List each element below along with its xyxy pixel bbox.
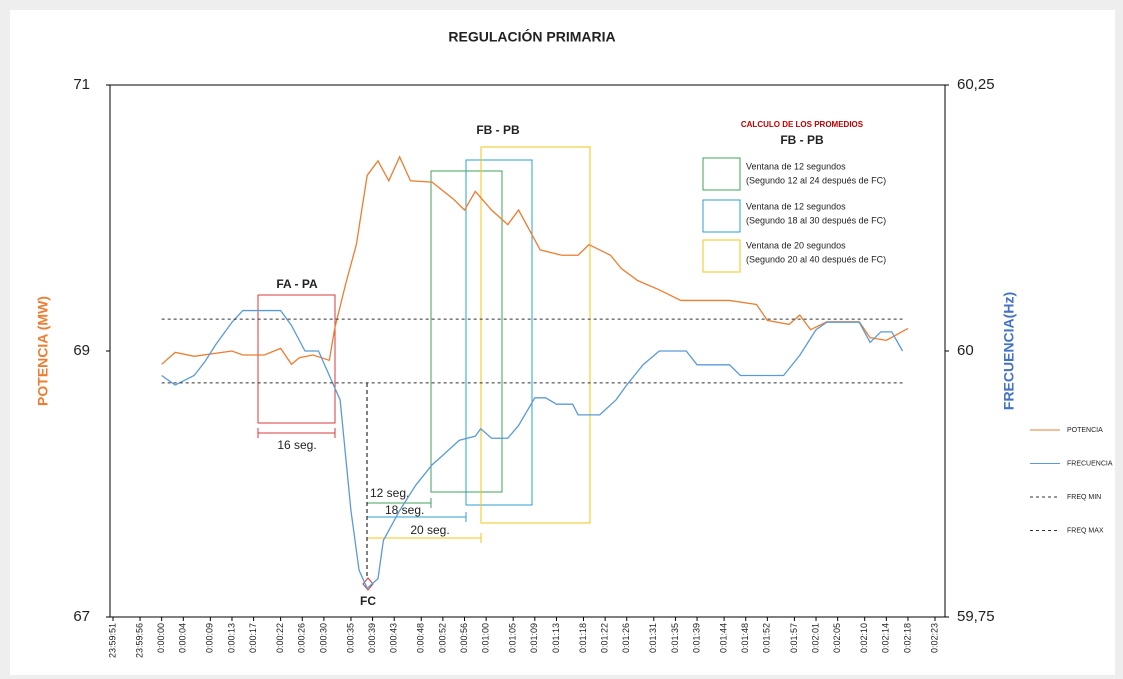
legend-label: POTENCIA: [1067, 427, 1103, 434]
annotation: FB - PB: [476, 123, 520, 137]
legend-label: FREQ MAX: [1067, 527, 1104, 534]
x-tick-label: 0:02:14: [881, 623, 891, 653]
box-swatch: [702, 239, 741, 273]
box-text: Ventana de 12 segundos: [746, 201, 846, 211]
x-tick-label: 0:02:23: [929, 623, 939, 653]
y-tick-label: 69: [73, 342, 90, 359]
box-text: Ventana de 20 segundos: [746, 240, 846, 250]
legend-label: FRECUENCIA: [1067, 460, 1113, 467]
annotations: FA - PA FB - PB 16 seg. 12 seg. 18 seg. …: [257, 120, 886, 608]
x-tick-label: 0:01:26: [621, 623, 631, 653]
span-16: [257, 428, 336, 438]
x-tick-label: 0:01:31: [648, 623, 658, 653]
x-tick-label: 0:00:09: [205, 623, 215, 653]
y-tick-label: 71: [73, 76, 90, 93]
x-tick-label: 0:01:35: [670, 623, 680, 653]
x-tick-label: 0:00:26: [297, 623, 307, 653]
legend-label: FREQ MIN: [1067, 494, 1101, 501]
annotation: FC: [360, 594, 376, 608]
x-tick-label: 0:00:17: [248, 623, 258, 653]
chart-title: REGULACIÓN PRIMARIA: [448, 28, 615, 45]
x-tick-label: 0:01:05: [508, 623, 518, 653]
y-axis-title: POTENCIA (MW): [35, 296, 51, 406]
y2-axis-title: FRECUENCIA(Hz): [1001, 292, 1017, 410]
series-line: [161, 155, 909, 366]
x-tick-label: 0:00:00: [156, 623, 166, 653]
x-tick-label: 0:00:22: [275, 623, 285, 653]
x-tick-label: 0:01:09: [529, 623, 539, 653]
box-text: (Segundo 12 al 24 después de FC): [746, 175, 886, 185]
box-text: (Segundo 18 al 30 después de FC): [746, 215, 886, 225]
x-tick-label: 0:01:18: [578, 623, 588, 653]
x-tick-label: 0:01:22: [599, 623, 609, 653]
x-tick-label: 0:02:18: [902, 623, 912, 653]
annotation: 12 seg.: [370, 486, 409, 500]
span-12: [367, 498, 432, 508]
x-tick-label: 0:01:39: [691, 623, 701, 653]
x-tick-label: 0:02:10: [859, 623, 869, 653]
box-subtitle: FB - PB: [780, 133, 824, 147]
annotation: 16 seg.: [277, 438, 316, 452]
x-tick-label: 0:02:05: [832, 623, 842, 653]
x-tick-label: 0:00:56: [459, 623, 469, 653]
window-20: [480, 146, 591, 524]
y2-tick-label: 60: [957, 342, 974, 359]
y2-tick-label: 59,75: [957, 608, 995, 625]
x-tick-label: 0:01:57: [789, 623, 799, 653]
annotation: 18 seg.: [385, 503, 424, 517]
x-tick-label: 0:00:43: [389, 623, 399, 653]
span-20: [367, 533, 482, 543]
x-tick-label: 23:59:56: [134, 623, 144, 658]
x-tick-label: 0:00:48: [416, 623, 426, 653]
x-tick-label: 0:00:35: [345, 623, 355, 653]
window-18: [465, 159, 533, 506]
x-tick-label: 0:01:52: [762, 623, 772, 653]
box-swatch: [702, 157, 741, 191]
x-tick-label: 0:01:48: [740, 623, 750, 653]
box-title: CALCULO DE LOS PROMEDIOS: [741, 120, 864, 129]
x-tick-label: 0:00:30: [318, 623, 328, 653]
x-tick-label: 0:01:44: [718, 623, 728, 653]
x-tick-label: 0:00:04: [178, 623, 188, 653]
span-18: [367, 512, 467, 522]
window-a: [257, 294, 336, 424]
annotation: 20 seg.: [410, 523, 449, 537]
x-tick-label: 0:00:52: [437, 623, 447, 653]
x-tick-label: 0:00:39: [367, 623, 377, 653]
x-tick-label: 0:01:00: [481, 623, 491, 653]
x-tick-label: 0:01:13: [551, 623, 561, 653]
chart-area: [10, 10, 1115, 675]
x-tick-label: 0:02:01: [810, 623, 820, 653]
box-swatch: [702, 199, 741, 233]
box-text: (Segundo 20 al 40 después de FC): [746, 254, 886, 264]
y-tick-label: 67: [73, 608, 90, 625]
annotation: FA - PA: [276, 277, 318, 291]
box-text: Ventana de 12 segundos: [746, 161, 846, 171]
x-tick-label: 0:00:13: [226, 623, 236, 653]
series-line: [161, 309, 904, 590]
y2-tick-label: 60,25: [957, 76, 995, 93]
x-tick-label: 23:59:51: [107, 623, 117, 658]
